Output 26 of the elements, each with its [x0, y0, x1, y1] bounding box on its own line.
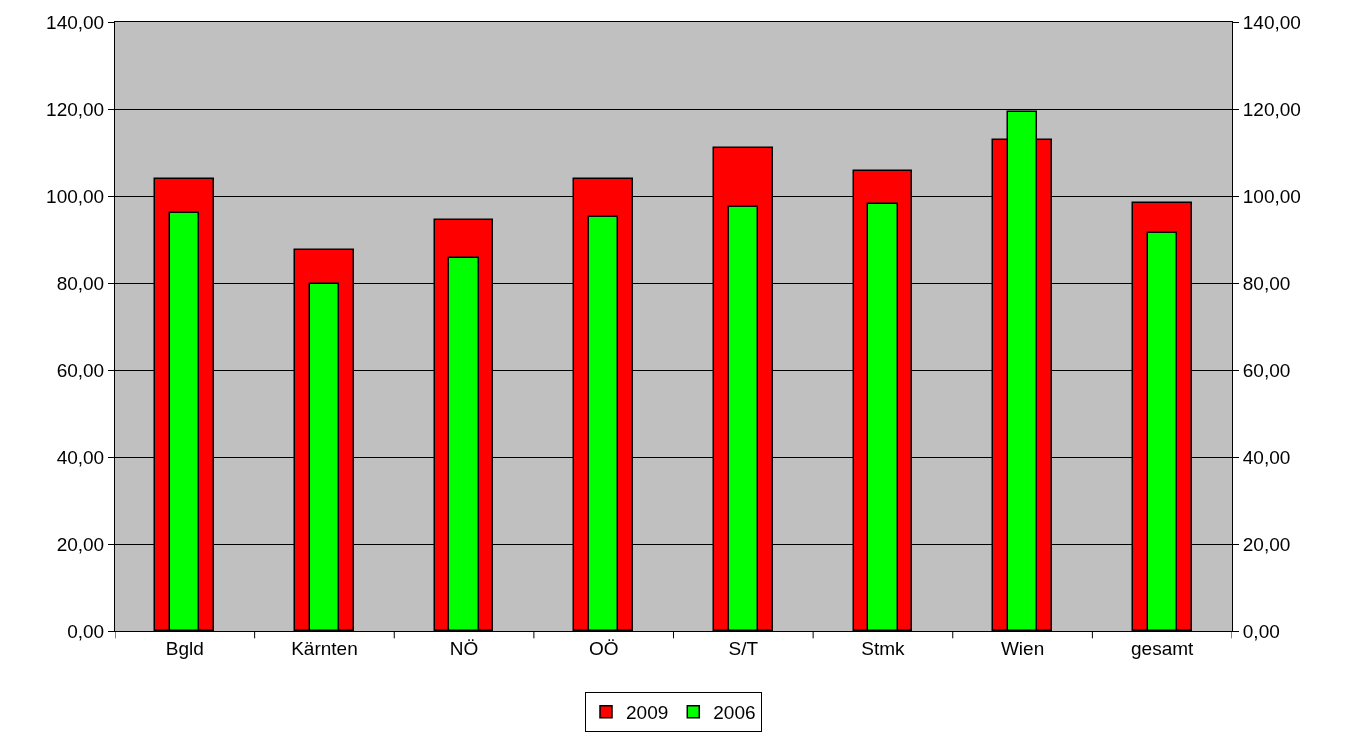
y2-tick-label: 20,00 — [1242, 533, 1291, 555]
legend-label: 2006 — [713, 702, 756, 724]
x-tick-label: OÖ — [588, 637, 619, 659]
x-tick-label: S/T — [728, 637, 759, 659]
y2-tick-label: 120,00 — [1242, 98, 1301, 120]
y-tick-label: 100,00 — [46, 185, 105, 207]
y2-tick-label: 140,00 — [1242, 11, 1301, 33]
y2-tick-label: 60,00 — [1242, 359, 1291, 381]
x-tick-label: Wien — [1000, 637, 1045, 659]
y2-tick-label: 0,00 — [1242, 620, 1280, 642]
x-tick-label: NÖ — [449, 637, 479, 659]
y2-tick-label: 40,00 — [1242, 446, 1291, 468]
y2-tick-label: 80,00 — [1242, 272, 1291, 294]
y2-tick-label: 100,00 — [1242, 185, 1301, 207]
y-tick-label: 20,00 — [56, 533, 105, 555]
y-tick-label: 140,00 — [46, 11, 105, 33]
x-tick-label: Kärnten — [291, 637, 358, 659]
y-tick-label: 40,00 — [56, 446, 105, 468]
y-tick-label: 60,00 — [56, 359, 105, 381]
x-tick-label: gesamt — [1131, 637, 1195, 659]
y-tick-label: 80,00 — [56, 272, 105, 294]
x-tick-label: Stmk — [861, 637, 906, 659]
legend-label: 2009 — [626, 702, 669, 724]
y-tick-label: 120,00 — [46, 98, 105, 120]
x-tick-label: Bgld — [165, 637, 204, 659]
y-tick-label: 0,00 — [67, 620, 105, 642]
